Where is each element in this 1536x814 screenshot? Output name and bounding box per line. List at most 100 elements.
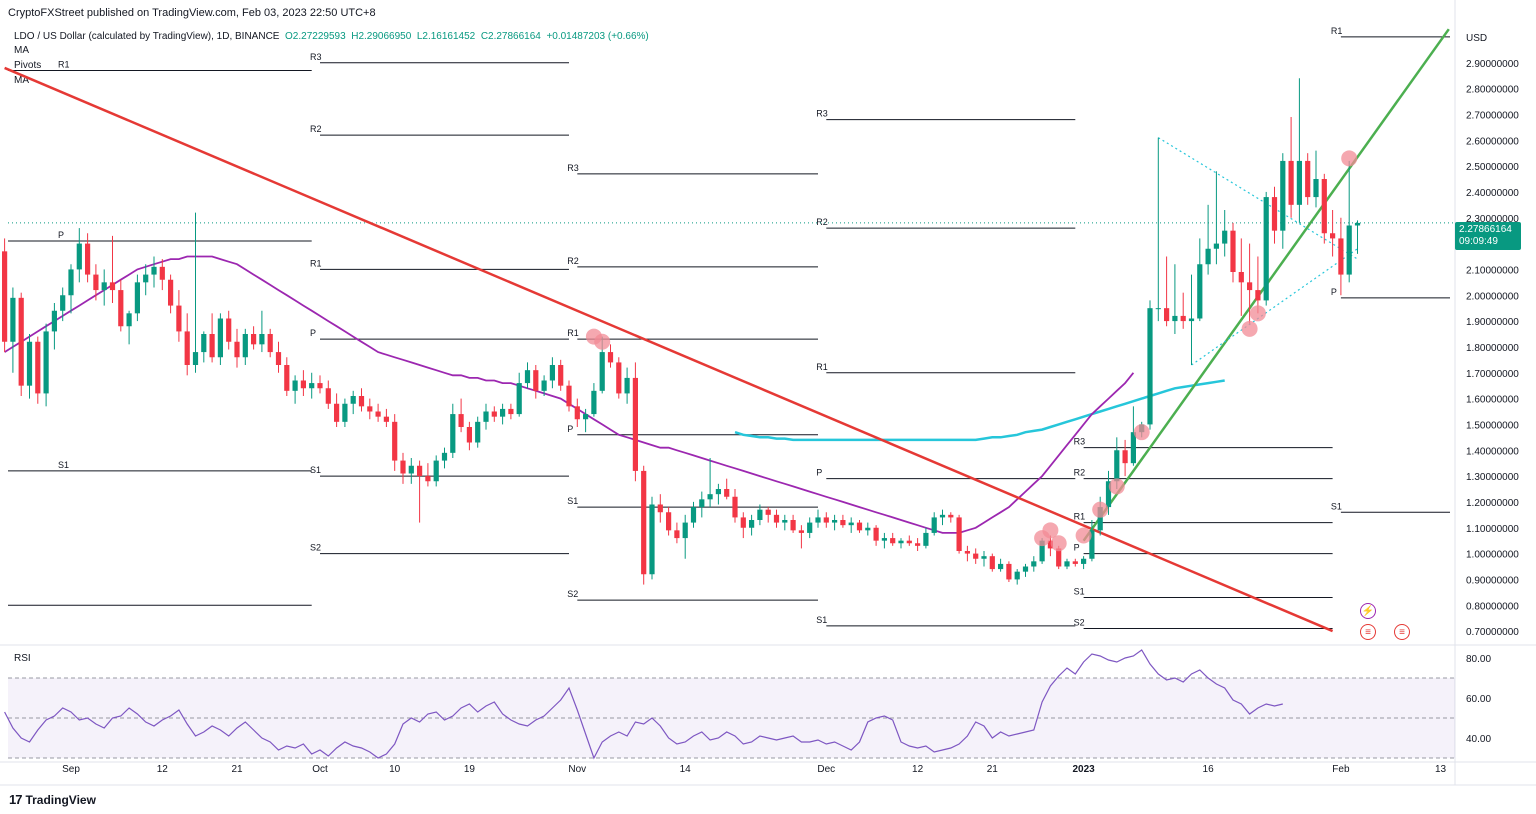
last-price-value: 2.27866164 — [1459, 224, 1512, 235]
candle-body — [549, 365, 555, 381]
candle-body — [541, 380, 547, 391]
price-tick-label: 2.80000000 — [1466, 85, 1519, 96]
candle-body — [76, 243, 82, 270]
lightning-event-icon[interactable]: ⚡ — [1360, 603, 1376, 619]
candle-body — [881, 538, 887, 541]
candle-body — [242, 334, 248, 358]
candle-body — [939, 514, 946, 518]
candle-body — [989, 556, 995, 570]
low-value: L2.16161452 — [416, 31, 476, 42]
candle-body — [1305, 160, 1311, 198]
candle-body — [292, 380, 298, 391]
candle-body — [1354, 222, 1361, 226]
triangle-lower-line — [1191, 248, 1358, 366]
candle-body — [798, 530, 804, 533]
candle-body — [533, 370, 539, 391]
change-value: +0.01487203 (+0.66%) — [546, 31, 649, 42]
candle-body — [408, 465, 414, 474]
pivot-level-label: R2 — [310, 124, 322, 134]
candle-body — [948, 514, 954, 518]
candle-body — [350, 396, 356, 404]
candle-body — [1188, 318, 1195, 322]
high-value: H2.29066950 — [351, 31, 412, 42]
candle-body — [500, 408, 506, 417]
time-tick-label: 12 — [912, 764, 924, 775]
candle-body — [906, 540, 912, 544]
tradingview-logo[interactable]: 17 TradingView — [9, 792, 96, 807]
pivot-level-label: R1 — [58, 60, 70, 70]
candle-body — [184, 331, 190, 365]
candle-body — [101, 282, 107, 291]
candle-body — [699, 499, 705, 508]
downtrend-line — [4, 66, 1334, 633]
candle-body — [981, 556, 987, 559]
indicator-pivots[interactable]: Pivots — [14, 60, 42, 71]
pivot-level-label: R2 — [816, 217, 828, 227]
candle-body — [267, 334, 273, 353]
pivot-level-label: R3 — [1074, 437, 1086, 447]
indicator-ma-1[interactable]: MA — [14, 45, 29, 56]
candle-body — [1164, 308, 1170, 322]
symbol-legend: LDO / US Dollar (calculated by TradingVi… — [14, 31, 649, 42]
price-tick-label: 2.10000000 — [1466, 265, 1519, 276]
candle-body — [1213, 243, 1219, 249]
currency-label: USD — [1466, 33, 1487, 44]
candle-body — [773, 514, 780, 523]
candle-body — [151, 266, 157, 275]
candle-body — [1330, 233, 1336, 239]
pivot-level-label: S2 — [310, 543, 321, 553]
candle-body — [1338, 238, 1344, 275]
us-flag-event-icon[interactable]: ≡ — [1360, 624, 1376, 640]
candle-body — [674, 530, 680, 539]
pivot-level-label: S2 — [567, 589, 578, 599]
candle-body — [682, 522, 688, 539]
time-tick-label: Nov — [568, 764, 586, 775]
candle-body — [865, 527, 871, 531]
candle-body — [433, 460, 439, 482]
pivot-level-label: S2 — [1074, 618, 1085, 628]
pivot-level-label: S1 — [1331, 501, 1342, 511]
candle-body — [375, 411, 381, 417]
candle-body — [441, 452, 448, 461]
pivot-level-label: R2 — [567, 256, 579, 266]
price-tick-label: 1.70000000 — [1466, 369, 1519, 380]
candle-body — [807, 522, 813, 533]
indicator-ma-2[interactable]: MA — [14, 75, 29, 86]
candle-body — [815, 517, 821, 523]
pivot-level-label: P — [1331, 287, 1337, 297]
price-tick-label: 1.00000000 — [1466, 550, 1519, 561]
candle-body — [109, 282, 116, 291]
candle-body — [1022, 566, 1029, 572]
candle-body — [998, 563, 1004, 570]
highlight-marker — [1042, 522, 1059, 539]
bar-countdown: 09:09:49 — [1459, 236, 1498, 247]
candle-body — [1114, 450, 1120, 482]
candle-body — [68, 269, 74, 296]
candle-body — [715, 489, 721, 495]
brand-name: TradingView — [25, 792, 96, 807]
candle-body — [1263, 197, 1269, 301]
highlight-marker — [1341, 150, 1358, 167]
rsi-tick-label: 80.00 — [1466, 654, 1491, 665]
candle-body — [392, 421, 398, 461]
highlight-marker — [1050, 535, 1067, 552]
candle-body — [1122, 450, 1128, 464]
time-tick-label: Sep — [62, 764, 80, 775]
candle-body — [483, 411, 489, 422]
candle-body — [226, 318, 232, 342]
candle-body — [707, 494, 713, 500]
pivot-level-label: P — [816, 468, 822, 478]
candle-body — [823, 517, 829, 523]
us-flag-event-icon[interactable]: ≡ — [1394, 624, 1410, 640]
time-tick-label: 10 — [389, 764, 401, 775]
candle-body — [367, 406, 373, 412]
highlight-marker — [594, 333, 611, 350]
pivot-level-label: R1 — [567, 328, 579, 338]
price-tick-label: 1.80000000 — [1466, 343, 1519, 354]
pivot-level-label: S1 — [1074, 587, 1085, 597]
candle-body — [1089, 530, 1095, 559]
candle-body — [1006, 563, 1012, 580]
pivot-level-label: R1 — [1331, 26, 1343, 36]
price-tick-label: 1.90000000 — [1466, 317, 1519, 328]
